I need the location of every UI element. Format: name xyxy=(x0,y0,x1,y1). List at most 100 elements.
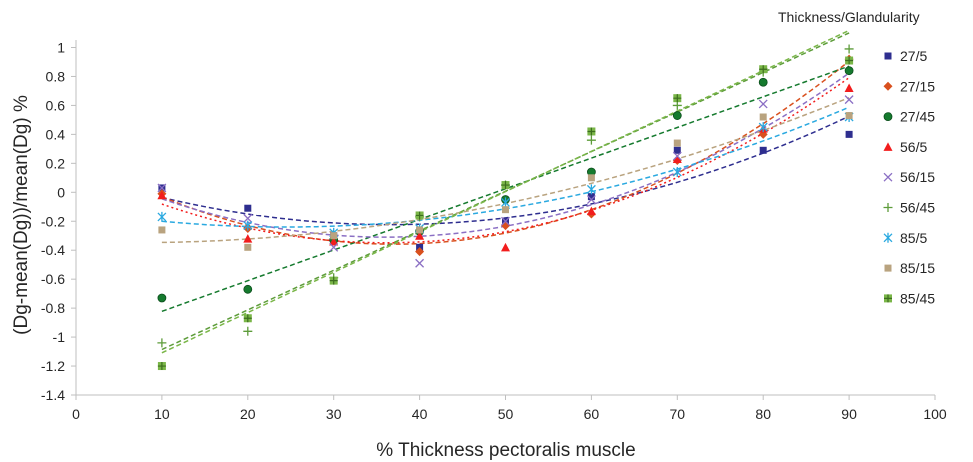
point-85-15 xyxy=(759,113,767,121)
x-tick-label: 30 xyxy=(326,406,342,422)
point-85-45 xyxy=(415,211,424,220)
point-27-45 xyxy=(157,293,167,303)
point-27-5 xyxy=(244,204,252,212)
data-points xyxy=(157,44,854,371)
legend-marker-27-15 xyxy=(883,81,893,91)
legend-title: Thickness/Glandularity xyxy=(778,9,920,25)
x-tick-label: 100 xyxy=(923,406,947,422)
point-56-15 xyxy=(415,258,425,268)
point-27-45 xyxy=(844,66,854,76)
point-85-45 xyxy=(243,314,252,323)
legend-marker-27-45 xyxy=(883,112,893,121)
y-tick-label: 0 xyxy=(57,184,65,200)
trend-lines xyxy=(161,29,850,354)
point-85-45 xyxy=(673,94,682,103)
y-axis-title: (Dg-mean(Dg))/mean(Dg) % xyxy=(11,95,32,335)
point-85-45 xyxy=(587,127,596,136)
y-tick-label: -0.6 xyxy=(41,271,65,287)
point-56-15 xyxy=(672,151,682,161)
point-27-5 xyxy=(673,146,681,154)
x-tick-label: 0 xyxy=(72,406,80,422)
x-tick-label: 50 xyxy=(498,406,514,422)
point-27-45 xyxy=(243,284,253,294)
point-56-45 xyxy=(672,100,682,110)
legend-marker-56-5 xyxy=(883,142,893,151)
point-85-45 xyxy=(845,56,854,65)
x-tick-label: 90 xyxy=(841,406,857,422)
point-56-5 xyxy=(672,154,682,163)
point-27-45 xyxy=(672,111,682,120)
point-27-15 xyxy=(415,247,425,257)
point-56-15 xyxy=(586,195,596,204)
point-56-15 xyxy=(243,213,253,223)
legend: 27/5 27/15 27/45 56/5 56/15 56/45 85/5 85/15 85/… xyxy=(883,48,935,306)
point-85-5 xyxy=(672,167,682,178)
point-85-15 xyxy=(330,232,338,240)
point-56-15 xyxy=(157,183,167,193)
legend-label-56-15: 56/15 xyxy=(900,169,935,185)
trend-line-27-15 xyxy=(161,60,850,245)
point-85-45 xyxy=(759,65,768,74)
point-85-15 xyxy=(673,139,681,147)
x-tick-label: 60 xyxy=(584,406,600,422)
point-56-5 xyxy=(243,234,253,243)
point-85-5 xyxy=(243,220,253,231)
trend-line-85-45 xyxy=(161,29,850,354)
y-tick-label: 0.4 xyxy=(46,126,66,142)
legend-marker-27-5 xyxy=(884,52,892,60)
point-85-15 xyxy=(158,226,166,234)
point-56-5 xyxy=(586,206,596,216)
x-axis-title: % Thickness pectoralis muscle xyxy=(376,440,635,461)
legend-marker-85-15 xyxy=(884,264,892,272)
point-56-15 xyxy=(501,216,510,226)
point-85-15 xyxy=(244,243,252,251)
y-tick-label: -0.8 xyxy=(41,300,65,316)
point-85-5 xyxy=(758,122,768,133)
y-tick-label: 1 xyxy=(57,40,65,56)
legend-label-85-5: 85/5 xyxy=(900,230,927,246)
legend-marker-85-45 xyxy=(884,294,892,303)
point-56-15 xyxy=(844,95,854,105)
point-56-5 xyxy=(844,83,854,93)
y-tick-label: -0.4 xyxy=(41,242,65,258)
legend-label-27-15: 27/15 xyxy=(900,78,935,94)
point-56-45 xyxy=(243,326,253,336)
legend-marker-56-15 xyxy=(883,172,893,182)
point-27-5 xyxy=(759,146,767,154)
point-85-15 xyxy=(502,206,509,214)
y-tick-label: 0.2 xyxy=(46,155,66,171)
legend-marker-85-5 xyxy=(883,232,893,243)
y-tick-label: -1 xyxy=(53,329,66,345)
point-56-15 xyxy=(329,242,339,252)
point-85-5 xyxy=(586,184,596,195)
x-tick-label: 40 xyxy=(412,406,428,422)
point-56-45 xyxy=(844,44,854,54)
legend-label-56-5: 56/5 xyxy=(900,139,927,155)
point-56-15 xyxy=(758,99,768,109)
legend-label-85-15: 85/15 xyxy=(900,260,935,276)
point-56-45 xyxy=(586,135,596,145)
axes: 0 10 20 30 40 50 60 70 80 90 100-1.4-1.2-1-0.8-0.6… xyxy=(41,40,947,423)
point-85-5 xyxy=(157,211,167,222)
point-27-45 xyxy=(758,77,768,87)
point-85-45 xyxy=(329,276,338,285)
y-tick-label: -1.4 xyxy=(41,387,65,403)
point-85-5 xyxy=(501,197,510,208)
x-tick-label: 80 xyxy=(755,406,771,422)
point-85-15 xyxy=(587,174,595,182)
y-tick-label: 0.8 xyxy=(46,68,66,84)
point-85-15 xyxy=(845,112,853,120)
y-tick-label: 0.6 xyxy=(46,97,66,113)
point-56-5 xyxy=(415,231,425,240)
x-tick-label: 70 xyxy=(670,406,686,422)
y-tick-label: -1.2 xyxy=(41,358,65,374)
point-85-15 xyxy=(416,226,424,234)
legend-label-56-45: 56/45 xyxy=(900,200,935,216)
point-27-5 xyxy=(587,193,595,201)
legend-marker-56-45 xyxy=(883,203,893,212)
y-tick-label: -0.2 xyxy=(41,213,65,229)
x-tick-label: 10 xyxy=(154,406,170,422)
point-56-5 xyxy=(157,190,167,200)
legend-label-27-45: 27/45 xyxy=(900,109,935,125)
